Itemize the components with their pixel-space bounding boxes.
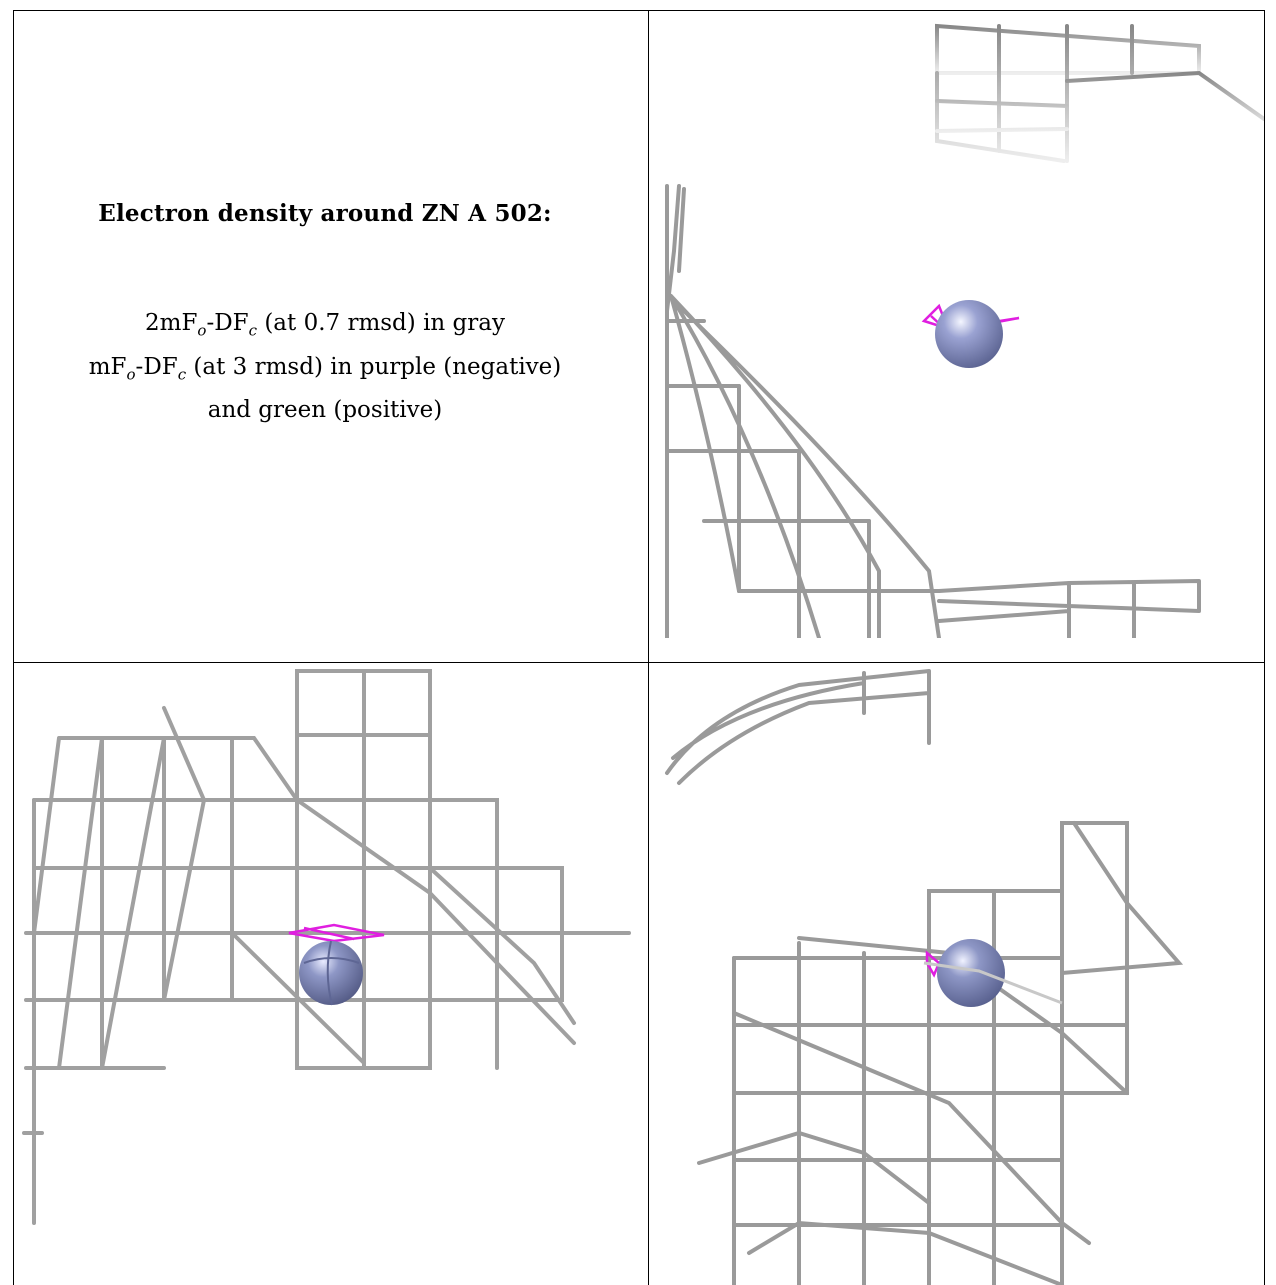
mesh-over-sphere <box>923 961 1063 1005</box>
caption-title: Electron density around ZN A 502: <box>98 200 552 227</box>
zinc-atom-sphere <box>935 300 1003 368</box>
zinc-atom-sphere <box>937 939 1005 1007</box>
table-border-right <box>1264 10 1265 1285</box>
zinc-atom-sphere <box>299 941 363 1005</box>
caption-line-mfo: mFo-DFc (at 3 rmsd) in purple (negative) <box>88 353 562 384</box>
bottom-left-view <box>14 663 648 1285</box>
caption-cell: Electron density around ZN A 502: 2mFo-D… <box>20 200 630 428</box>
table-divider-horizontal <box>13 662 1265 663</box>
caption-line-2mfo: 2mFo-DFc (at 0.7 rmsd) in gray <box>145 310 505 340</box>
top-right-view <box>649 11 1264 638</box>
density-mesh-gray <box>665 23 1264 638</box>
sphere-bond-lines <box>303 940 360 1006</box>
bottom-right-view <box>649 663 1264 1285</box>
table-divider-vertical <box>648 10 649 1285</box>
negative-density-blob <box>925 950 941 978</box>
density-mesh-gray <box>665 669 1184 1285</box>
table-border-left <box>13 10 14 1285</box>
mesh-view-bottom-right <box>665 669 1184 1285</box>
mesh-view-bottom-left <box>22 669 631 1225</box>
table-border-top <box>13 10 1265 11</box>
negative-density-blob <box>288 923 385 943</box>
caption-line-colors: and green (positive) <box>207 397 443 424</box>
mesh-view-top-right <box>665 23 1264 638</box>
